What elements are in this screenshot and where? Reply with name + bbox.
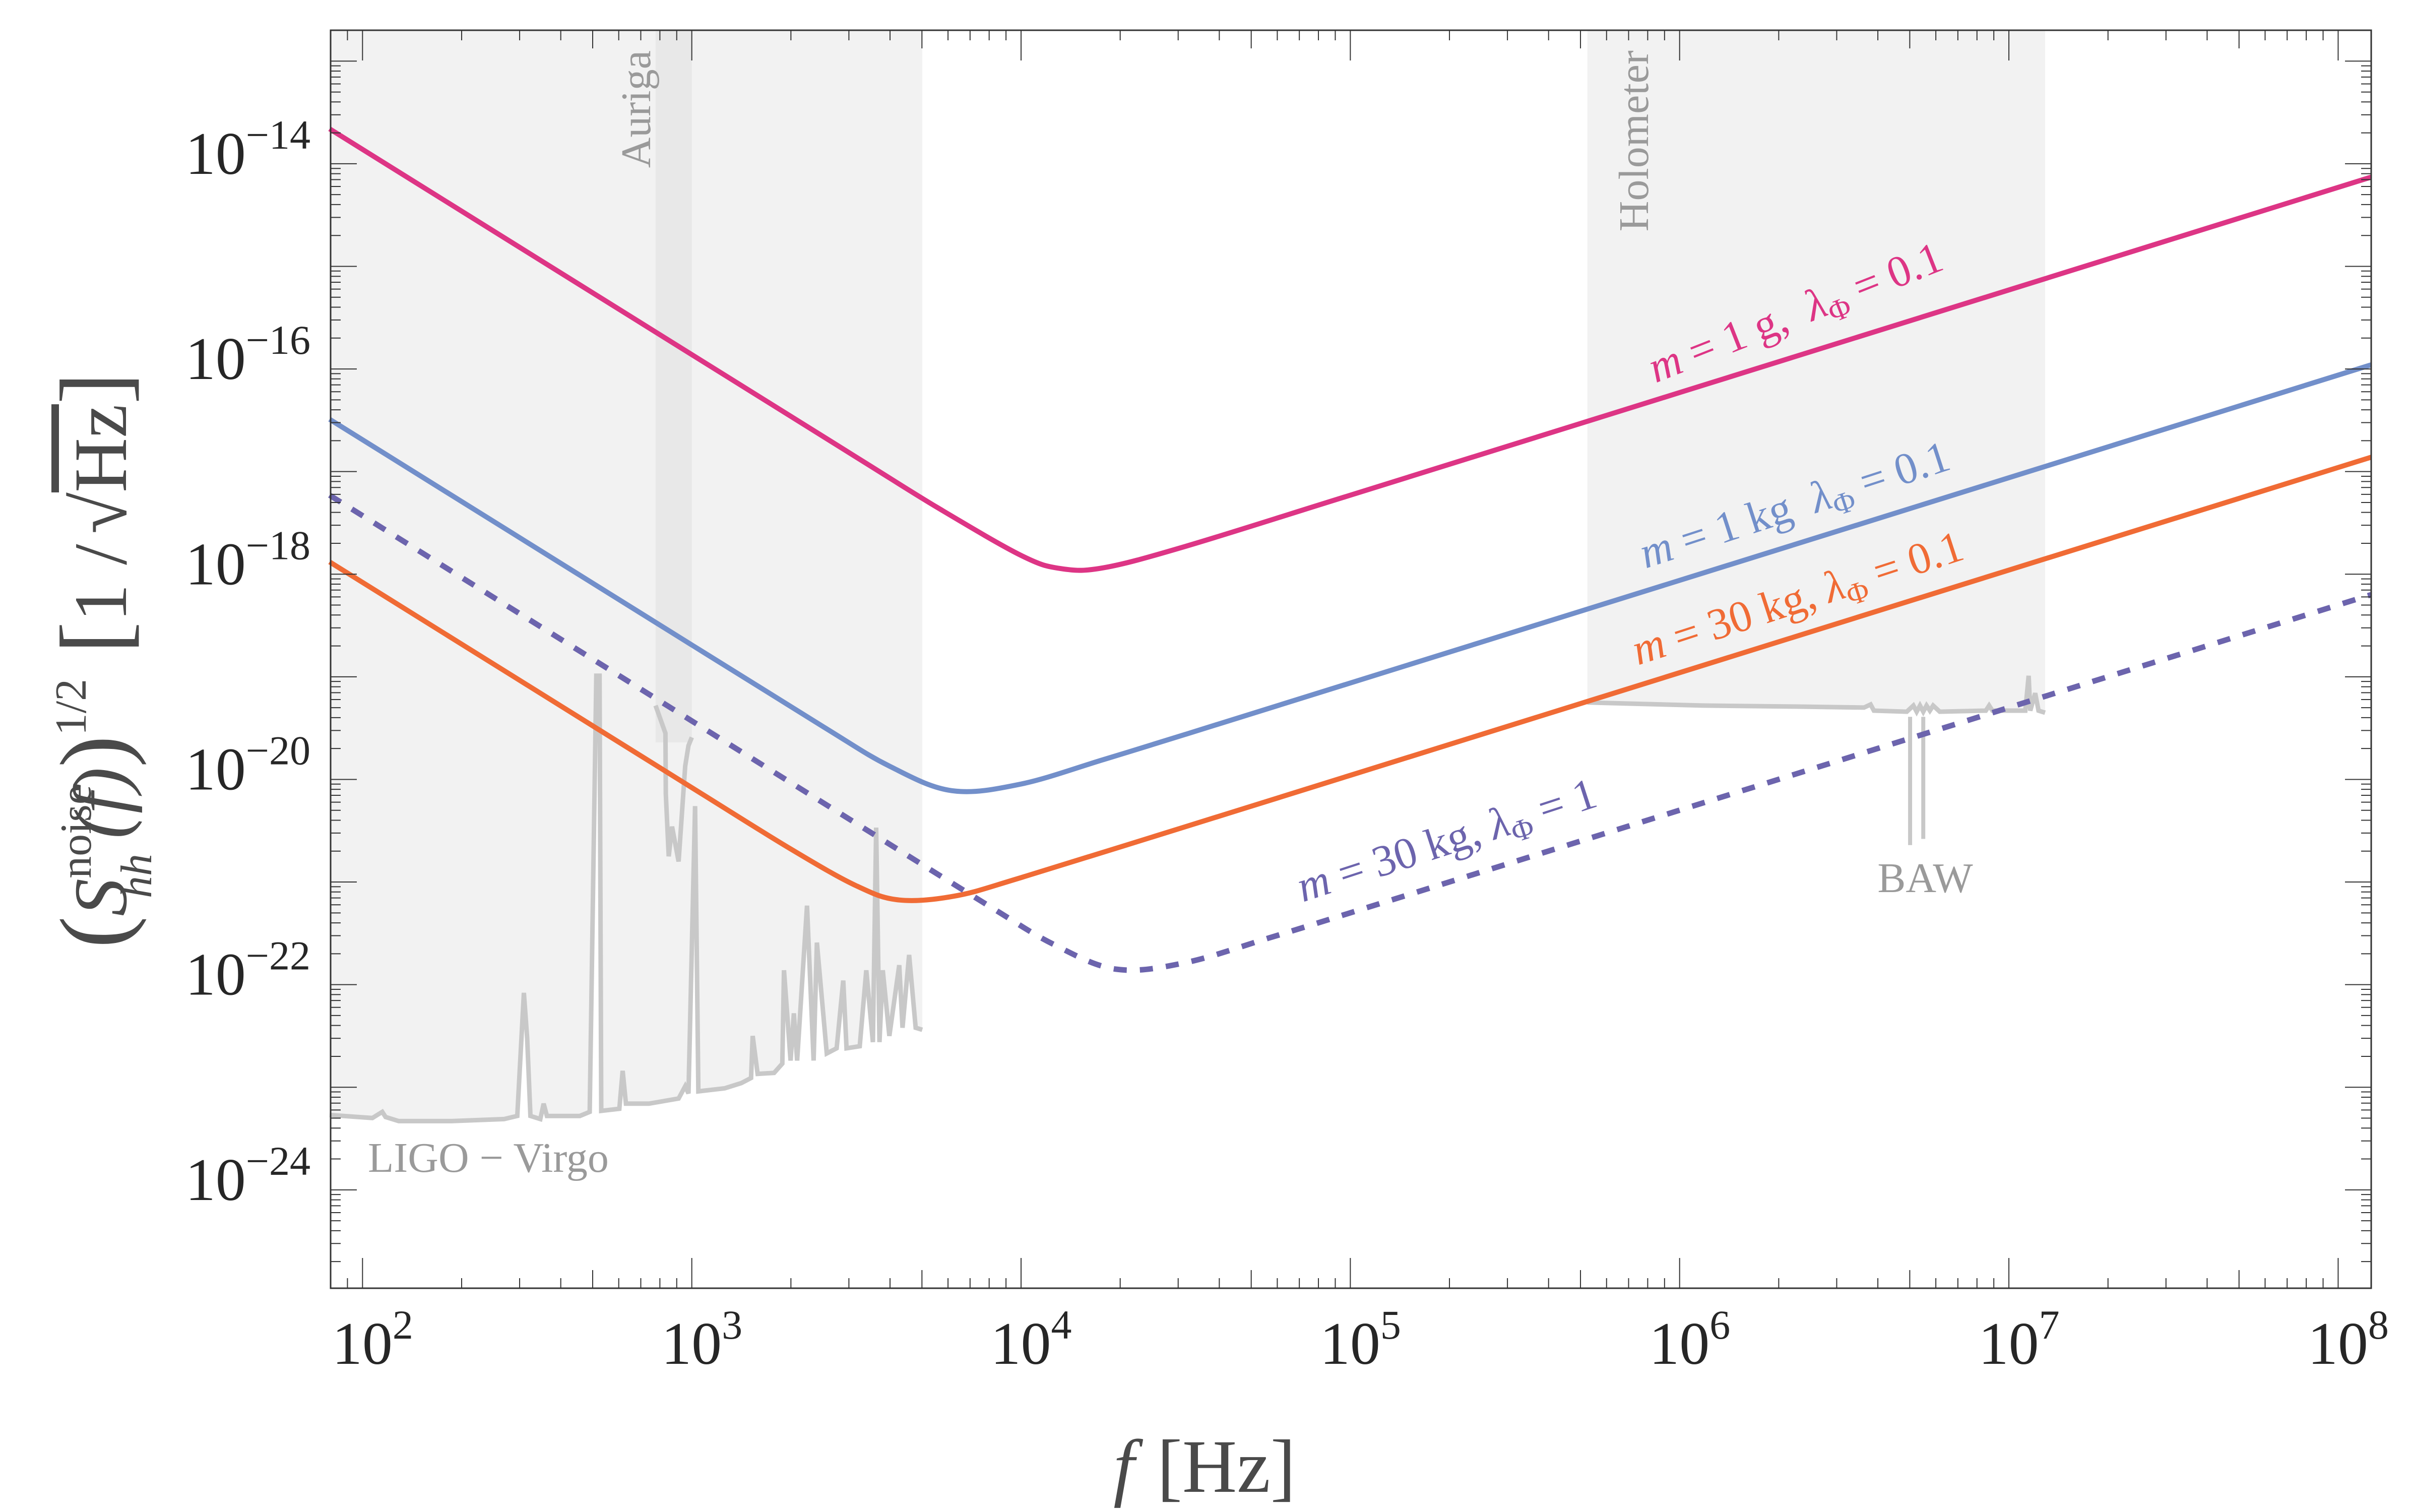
y-axis-title-symbol: S — [59, 878, 143, 916]
y-axis-title-power: 1/2 — [47, 679, 96, 735]
annotation-ligo-virgo: LIGO − Virgo — [368, 1135, 609, 1181]
experiment-shaded-regions — [329, 30, 2045, 1121]
y-tick-label: 10−22 — [185, 933, 310, 1008]
y-axis-title-superscript: noise — [52, 785, 101, 878]
y-axis-title-argument: (f) — [59, 768, 143, 839]
x-tick-label: 108 — [2308, 1302, 2389, 1377]
x-tick-labels: 102 103 104 105 106 107 108 — [332, 1302, 2389, 1377]
y-tick-label: 10−24 — [185, 1138, 310, 1213]
x-tick-label: 107 — [1979, 1302, 2060, 1377]
series-line-2 — [328, 455, 2372, 903]
x-tick-label: 104 — [991, 1302, 1072, 1377]
holometer-shade — [1587, 30, 2045, 713]
x-tick-label: 105 — [1320, 1302, 1401, 1377]
axis-ticks — [330, 30, 2371, 1288]
y-tick-label: 10−14 — [185, 112, 310, 187]
annotation-baw: BAW — [1877, 855, 1973, 902]
plot-border — [330, 29, 2372, 1289]
series-label-30kg-1: m = 30 kg, λΦ = 1 — [1291, 769, 1604, 917]
x-tick-label: 103 — [661, 1302, 742, 1377]
y-tick-labels: 10−14 10−16 10−18 10−20 10−22 10−24 — [185, 112, 310, 1213]
x-axis-title: f [Hz] — [1113, 1425, 1296, 1508]
ligo-virgo-shade — [329, 30, 923, 1121]
experiment-sensitivity-curves — [329, 673, 2046, 1123]
ligo-virgo-curve — [329, 673, 923, 1123]
x-tick-label: 102 — [332, 1302, 413, 1377]
y-axis-title-subscript: hh — [112, 854, 161, 898]
holometer-curve — [1587, 675, 2046, 717]
annotation-auriga: Auriga — [613, 50, 660, 168]
y-tick-label: 10−20 — [185, 727, 310, 802]
y-tick-label: 10−16 — [185, 317, 310, 392]
y-axis-title: (Snoise hh(f))1/2[1 /√Hz] — [41, 372, 161, 948]
y-axis-title-unit-root: Hz — [59, 404, 143, 492]
plot-frame — [330, 29, 2372, 1289]
x-tick-label: 106 — [1649, 1302, 1730, 1377]
auriga-curve — [653, 705, 694, 862]
series-line-0 — [328, 127, 2372, 573]
y-tick-label: 10−18 — [185, 522, 310, 597]
noise-curves — [328, 127, 2372, 973]
annotation-holometer: Holometer — [1611, 50, 1658, 231]
series-line-1 — [328, 362, 2372, 794]
series-line-3 — [328, 492, 2372, 973]
y-axis-title-unit: 1 / — [59, 544, 143, 622]
